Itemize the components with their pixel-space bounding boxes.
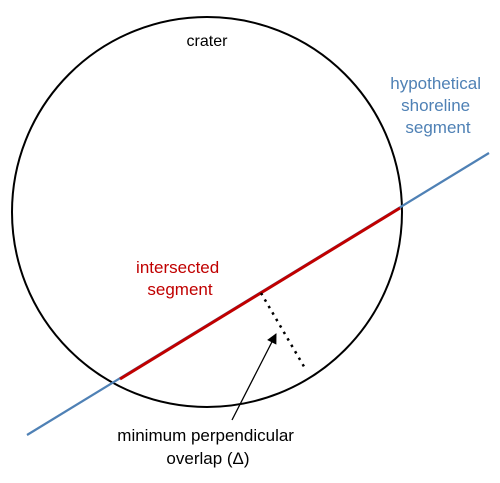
overlap-label-line-1: minimum perpendicular <box>117 426 294 445</box>
intersected-segment-line <box>119 206 401 381</box>
overlap-pointer-arrow <box>231 333 277 421</box>
intersected-segment-label: intersected segment <box>136 258 224 299</box>
shoreline-label-line-3: segment <box>405 118 470 137</box>
shoreline-label-line-2: shoreline <box>401 96 470 115</box>
intersected-label-line-2: segment <box>147 280 212 299</box>
crater-label: crater <box>187 33 229 50</box>
crater-circle <box>11 16 403 408</box>
shoreline-label: hypothetical shoreline segment <box>390 74 485 137</box>
overlap-label-line-2: overlap (Δ) <box>166 449 249 468</box>
intersected-label-line-1: intersected <box>136 258 219 277</box>
overlap-perpendicular-dotted <box>259 292 308 371</box>
overlap-label: minimum perpendicular overlap (Δ) <box>117 426 298 468</box>
shoreline-label-line-1: hypothetical <box>390 74 481 93</box>
